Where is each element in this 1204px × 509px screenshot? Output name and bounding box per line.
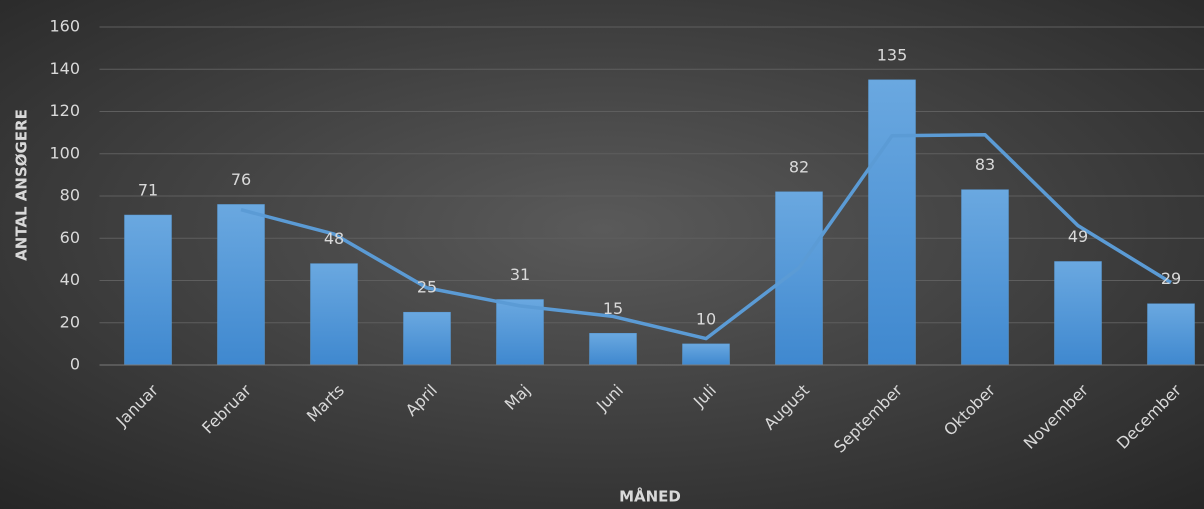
data-label: 82 [789,157,809,176]
data-label: 31 [510,265,530,284]
bar [217,204,265,366]
bar [868,79,916,366]
trend-line [240,132,1172,341]
y-tick-label: 160 [49,17,80,36]
bar [589,333,637,366]
bar [961,189,1009,366]
y-tick-label: 40 [60,270,80,289]
y-tick-label: 80 [60,186,80,205]
data-label: 71 [138,181,158,200]
bar [496,299,544,366]
data-label: 135 [877,45,908,64]
y-tick-label: 100 [49,143,80,162]
bar [682,343,730,366]
data-label: 15 [603,299,623,318]
bar [310,263,358,366]
x-axis-title: MÅNED [619,487,681,506]
data-label: 49 [1068,227,1088,246]
bar [1147,303,1195,366]
data-label: 48 [324,229,344,248]
bar [124,214,172,366]
y-tick-label: 0 [70,355,80,374]
y-axis-title: ANTAL ANSØGERE [13,109,31,261]
data-label: 83 [975,155,995,174]
bar [403,311,451,366]
bar [1054,261,1102,366]
data-label: 29 [1161,269,1181,288]
y-tick-label: 20 [60,312,80,331]
y-tick-label: 120 [49,101,80,120]
data-label: 76 [231,170,251,189]
y-tick-label: 140 [49,59,80,78]
data-label: 25 [417,278,437,297]
y-tick-label: 60 [60,228,80,247]
data-label: 10 [696,309,716,328]
